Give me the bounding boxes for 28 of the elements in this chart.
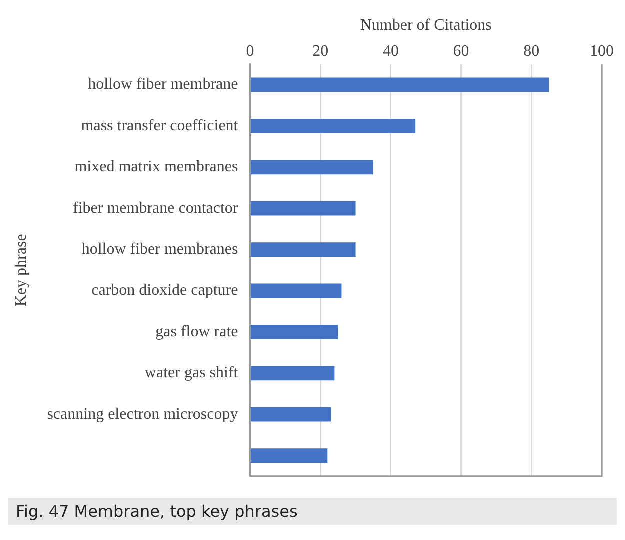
bar <box>250 407 332 422</box>
y-tick-label: mixed matrix membranes <box>74 158 238 176</box>
y-tick-label: fiber membrane contactor <box>72 200 239 217</box>
y-tick-label: scanning electron microscopy <box>47 406 238 423</box>
y-tick-label: water gas shift <box>144 364 239 382</box>
bar <box>250 201 356 216</box>
y-tick-label: gas flow rate <box>156 323 238 340</box>
bar <box>250 118 416 134</box>
bar <box>250 366 335 381</box>
x-tick-label: 40 <box>382 43 399 60</box>
y-axis-title: Key phrase <box>12 234 30 307</box>
x-tick-label: 60 <box>453 43 470 60</box>
x-axis-title: Number of Citations <box>360 16 492 34</box>
x-tick-label: 0 <box>246 43 254 60</box>
caption: Fig. 47 Membrane, top key phrases <box>8 498 617 525</box>
y-tick-label: hollow fiber membranes <box>82 241 238 258</box>
bar <box>250 448 328 464</box>
x-tick-label: 20 <box>312 43 329 60</box>
bar <box>250 160 374 175</box>
bar <box>250 242 356 258</box>
x-tick-label: 80 <box>524 43 540 60</box>
bar <box>250 324 338 340</box>
y-tick-label: hollow fiber membrane <box>88 76 238 94</box>
y-tick-label: carbon dioxide capture <box>92 282 238 300</box>
bar <box>250 284 342 298</box>
x-tick-label: 100 <box>590 43 614 60</box>
bar <box>250 78 550 92</box>
y-tick-label: mass transfer coefficient <box>81 117 239 134</box>
